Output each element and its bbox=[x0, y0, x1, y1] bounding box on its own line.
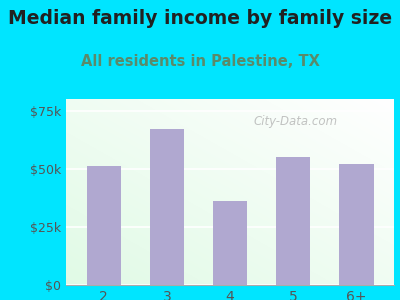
Bar bbox=[339, 164, 374, 285]
Bar bbox=[150, 129, 184, 285]
Bar bbox=[213, 201, 247, 285]
Text: All residents in Palestine, TX: All residents in Palestine, TX bbox=[80, 54, 320, 69]
Bar bbox=[276, 157, 310, 285]
Text: Median family income by family size: Median family income by family size bbox=[8, 9, 392, 28]
Bar bbox=[86, 167, 121, 285]
Text: City-Data.com: City-Data.com bbox=[254, 115, 338, 128]
